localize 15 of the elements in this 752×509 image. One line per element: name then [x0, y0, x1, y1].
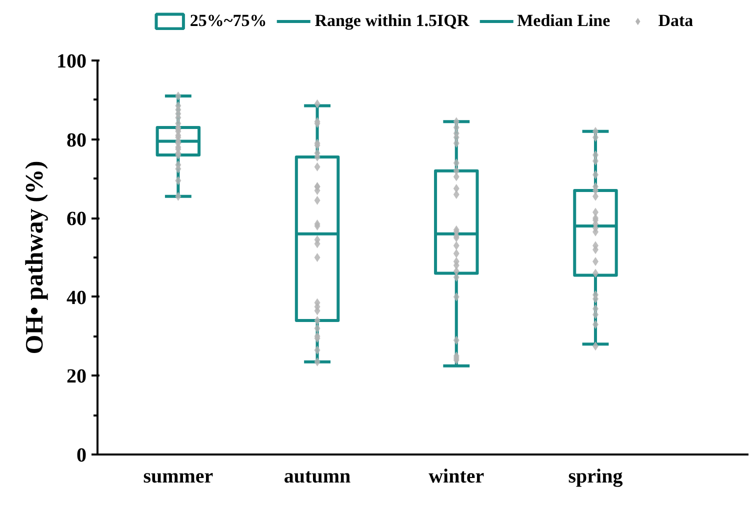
legend-label: Data	[658, 11, 694, 31]
y-tick-label: 0	[76, 444, 86, 466]
y-tick-label: 20	[66, 366, 86, 388]
y-tick-label: 100	[56, 50, 86, 72]
y-tick-label: 60	[66, 208, 86, 230]
x-tick-label: spring	[568, 466, 623, 488]
y-axis-title: OH• pathway (%)	[22, 160, 48, 354]
text: Median Line	[517, 11, 610, 31]
y-tick-label: 80	[66, 129, 86, 152]
legend-label: 25%~75%	[190, 11, 267, 31]
x-tick-label: autumn	[284, 466, 351, 488]
x-tick-label: winter	[428, 466, 484, 488]
text: Range within 1.5IQR	[314, 11, 470, 31]
x-tick-label: summer	[143, 466, 214, 488]
y-tick-label: 40	[66, 286, 86, 309]
